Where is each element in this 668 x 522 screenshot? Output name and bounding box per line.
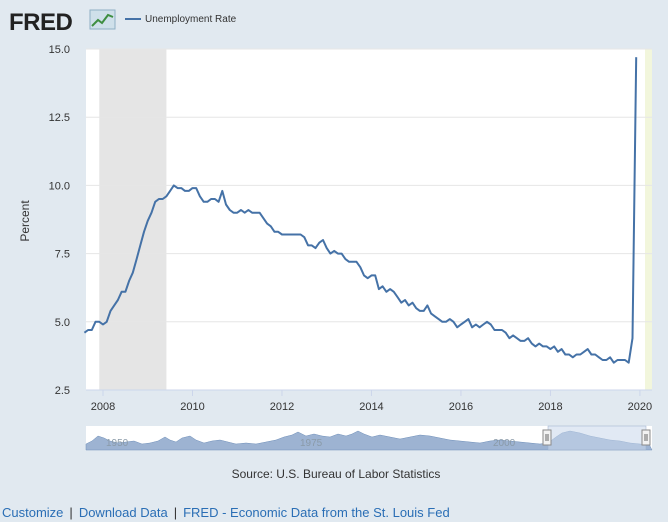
footer-separator: |	[69, 505, 73, 520]
y-axis-ticks: 2.5 5.0 7.5 10.0 12.5 15.0	[49, 44, 70, 397]
download-data-link[interactable]: Download Data	[78, 505, 168, 520]
y-tick-label: 2.5	[55, 385, 70, 397]
latest-period-highlight	[645, 49, 652, 390]
fred-logo[interactable]: FRED	[9, 9, 116, 36]
series-unemployment-rate[interactable]	[83, 57, 638, 364]
gridlines	[86, 48, 652, 391]
navigator-year-label: 2000	[493, 438, 516, 449]
source-credit: Source: U.S. Bureau of Labor Statistics	[232, 467, 441, 481]
fred-logo-graph-icon	[89, 9, 116, 30]
recession-band	[99, 49, 167, 390]
legend-label: Unemployment Rate	[145, 14, 237, 25]
range-navigator[interactable]: 1950 1975 2000	[85, 425, 653, 451]
recession-shading	[99, 49, 167, 390]
footer-separator: |	[173, 505, 178, 520]
x-tick-label: 2016	[449, 401, 473, 413]
navigator-year-label: 1950	[106, 438, 129, 449]
x-tick-label: 2018	[538, 401, 562, 413]
x-tick-label: 2008	[91, 401, 115, 413]
y-tick-label: 5.0	[55, 317, 70, 329]
plot-background	[86, 49, 652, 390]
navigator-year-label: 1975	[300, 438, 323, 449]
navigator-left-handle[interactable]	[542, 429, 552, 446]
y-axis-title: Percent	[18, 200, 32, 242]
navigator-selection[interactable]	[547, 425, 647, 451]
y-tick-label: 7.5	[55, 249, 70, 261]
highlight-band	[645, 49, 652, 390]
footer-links: Customize | Download Data | FRED - Economic …	[2, 505, 450, 520]
x-tick-label: 2020	[628, 401, 652, 413]
customize-link[interactable]: Customize	[2, 505, 64, 520]
fred-logo-text: FRED	[9, 9, 73, 36]
legend[interactable]: Unemployment Rate	[125, 14, 237, 25]
x-tick-label: 2010	[180, 401, 204, 413]
y-tick-label: 15.0	[49, 44, 70, 56]
x-tick-label: 2014	[359, 401, 383, 413]
fred-home-link[interactable]: FRED - Economic Data from the St. Louis …	[183, 505, 450, 520]
x-tick-label: 2012	[270, 401, 294, 413]
series-line[interactable]	[83, 57, 638, 364]
navigator-right-handle[interactable]	[641, 429, 651, 446]
x-axis-ticks: 2008 2010 2012 2014 2016 2018 2020	[91, 390, 652, 413]
y-tick-label: 12.5	[49, 112, 70, 124]
y-tick-label: 10.0	[49, 180, 70, 192]
